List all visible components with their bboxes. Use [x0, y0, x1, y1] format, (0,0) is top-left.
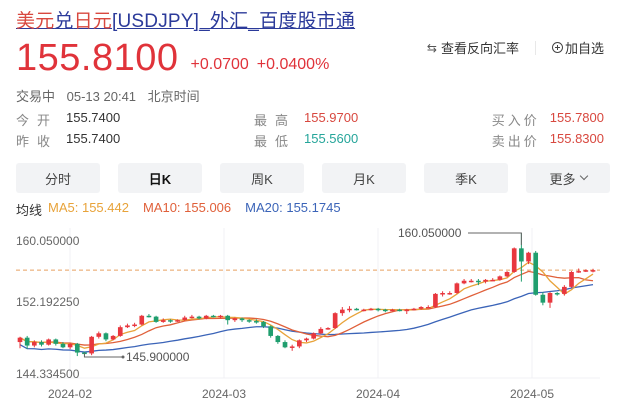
svg-text:145.900000: 145.900000 — [126, 350, 190, 364]
stat-bid-value: 155.7800 — [549, 110, 604, 125]
header-actions: ⇆ 查看反向汇率 加自选 — [427, 38, 604, 57]
add-watchlist-button[interactable]: 加自选 — [551, 38, 604, 57]
tab-monthly-k[interactable]: 月K — [322, 163, 406, 193]
title-quote: 日元 — [73, 11, 113, 32]
stat-bid-label: 买入价 — [491, 113, 540, 128]
tab-more[interactable]: 更多 — [526, 163, 610, 193]
ma-lead-label: 均线 — [16, 203, 43, 218]
price-change: +0.0700 — [190, 56, 249, 73]
tab-label: 周K — [251, 171, 273, 187]
x-label: 2024-04 — [355, 387, 401, 401]
tab-quarterly-k[interactable]: 季K — [424, 163, 508, 193]
stat-ask: 卖出价 155.8300 — [492, 131, 604, 150]
y-axis-label: 144.334500 — [16, 367, 80, 381]
swap-arrows-icon: ⇆ — [426, 40, 437, 55]
current-price: 155.8100 — [16, 37, 179, 79]
title-base: 美元 — [16, 11, 55, 32]
tab-label: 分时 — [44, 171, 71, 187]
stat-high: 最高 155.9700 — [254, 110, 358, 129]
tab-label: 日K — [148, 171, 172, 187]
title-conv: 兑 — [54, 11, 74, 32]
tab-intraday[interactable]: 分时 — [16, 163, 100, 193]
stat-bid: 买入价 155.7800 — [492, 110, 604, 129]
period-tabs: 分时 日K 周K 月K 季K 更多 — [16, 163, 610, 193]
y-axis-label: 160.050000 — [16, 234, 80, 248]
stat-open-value: 155.7400 — [66, 110, 121, 125]
stat-high-value: 155.9700 — [304, 110, 359, 125]
tab-label: 更多 — [549, 171, 576, 187]
ma5-value: MA5: 155.442 — [48, 200, 129, 215]
x-label: 2024-03 — [201, 387, 247, 401]
chevron-down-icon — [579, 171, 588, 181]
svg-text:160.050000: 160.050000 — [398, 226, 462, 240]
stat-prev-close: 昨收 155.7400 — [16, 131, 120, 150]
y-axis-label: 152.192250 — [16, 295, 80, 309]
stat-low: 最低 155.5600 — [254, 131, 358, 150]
tab-label: 季K — [455, 171, 477, 187]
trading-status: 交易中 05-13 20:41 北京时间 — [16, 86, 208, 105]
add-watchlist-label: 加自选 — [564, 41, 604, 56]
divider — [534, 40, 536, 55]
tab-weekly-k[interactable]: 周K — [220, 163, 304, 193]
price-change-pct: +0.0400% — [256, 56, 330, 73]
stat-open-label: 今开 — [16, 113, 59, 128]
trading-timezone: 北京时间 — [147, 89, 200, 104]
trading-datetime: 05-13 20:41 — [66, 89, 137, 104]
stat-prev-close-value: 155.7400 — [66, 131, 121, 146]
price-row: 155.8100 +0.0700 +0.0400% — [16, 38, 329, 78]
stat-prev-close-label: 昨收 — [16, 134, 59, 149]
reverse-rate-button[interactable]: ⇆ 查看反向汇率 — [427, 38, 519, 57]
x-label: 2024-02 — [47, 387, 93, 401]
reverse-rate-label: 查看反向汇率 — [440, 41, 519, 56]
page-title[interactable]: 美元兑日元[USDJPY]_外汇_百度股市通 — [16, 6, 355, 33]
stat-ask-value: 155.8300 — [549, 131, 604, 146]
tab-label: 月K — [353, 171, 375, 187]
stat-open: 今开 155.7400 — [16, 110, 120, 129]
ma10-value: MA10: 155.006 — [142, 200, 232, 215]
stat-low-label: 最低 — [254, 134, 297, 149]
stat-high-label: 最高 — [254, 113, 297, 128]
moving-average-legend: 均线 MA5: 155.442 MA10: 155.006 MA20: 155.… — [16, 200, 341, 219]
stat-low-value: 155.5600 — [304, 131, 359, 146]
trading-state: 交易中 — [16, 89, 56, 104]
ma20-value: MA20: 155.1745 — [245, 200, 341, 215]
circle-plus-icon — [551, 42, 563, 53]
x-label: 2024-05 — [509, 387, 555, 401]
candlestick-chart[interactable]: 160.050000 152.192250 144.334500 160.050000… — [0, 222, 640, 419]
stat-ask-label: 卖出价 — [491, 134, 540, 149]
title-rest: [USDJPY]_外汇_百度股市通 — [112, 11, 356, 32]
tab-daily-k[interactable]: 日K — [118, 163, 202, 193]
